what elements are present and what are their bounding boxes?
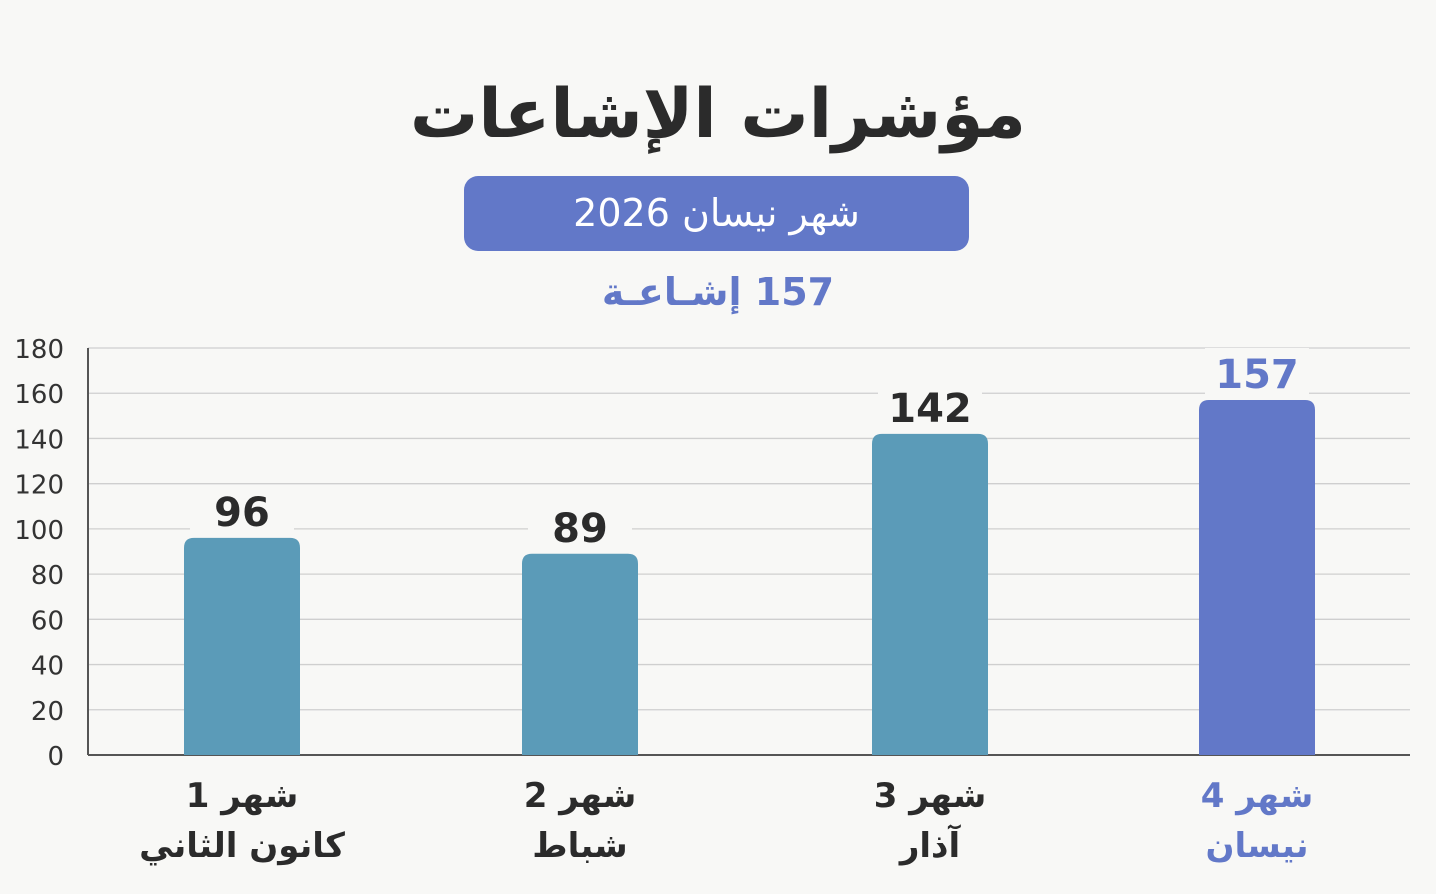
x-tick-label-name: كانون الثاني (139, 826, 345, 866)
y-tick-label: 20 (31, 697, 64, 727)
bar-value-label: 157 (1215, 352, 1299, 398)
y-tick-label: 40 (31, 652, 64, 682)
bar (1199, 400, 1315, 755)
bar (522, 553, 638, 755)
y-tick-label: 180 (14, 335, 64, 365)
bar-value-label: 142 (888, 386, 972, 432)
bar-value-label: 89 (552, 506, 608, 552)
x-tick-label-month: شهر 2 (524, 776, 637, 816)
x-tick-label-name: نيسان (1205, 826, 1308, 866)
x-tick-label-name: آذار (898, 824, 962, 866)
y-tick-label: 100 (14, 516, 64, 546)
bar (872, 433, 988, 755)
y-tick-label: 160 (14, 380, 64, 410)
y-tick-label: 60 (31, 606, 64, 636)
x-tick-label-month: شهر 1 (186, 776, 299, 816)
x-tick-label-month: شهر 3 (874, 776, 987, 816)
bar-value-label: 96 (214, 490, 270, 536)
bar-chart: 0 20 40 60 80 100 120 140 160 180 96 شهر 1 كانون الث… (14, 335, 1410, 866)
x-tick-label-name: شباط (532, 826, 627, 866)
bar-value-bg (528, 501, 632, 548)
x-tick-label-month: شهر 4 (1201, 776, 1314, 816)
bar-value-bg (1205, 348, 1309, 395)
bar (184, 537, 300, 755)
y-tick-label: 140 (14, 425, 64, 455)
subtitle-badge: شهر نيسان 2026 (464, 176, 969, 251)
y-tick-label: 120 (14, 471, 64, 501)
y-tick-label: 0 (47, 742, 64, 772)
bar-value-bg (190, 485, 294, 532)
y-tick-label: 80 (31, 561, 64, 591)
bar-value-bg (878, 381, 982, 428)
total-count: 157 إشـاعـة (601, 270, 835, 314)
chart-title: مؤشرات الإشاعات (410, 75, 1026, 154)
chart-area: 0 20 40 60 80 100 120 140 160 180 96 شهر 1 كانون الث… (0, 330, 1436, 890)
